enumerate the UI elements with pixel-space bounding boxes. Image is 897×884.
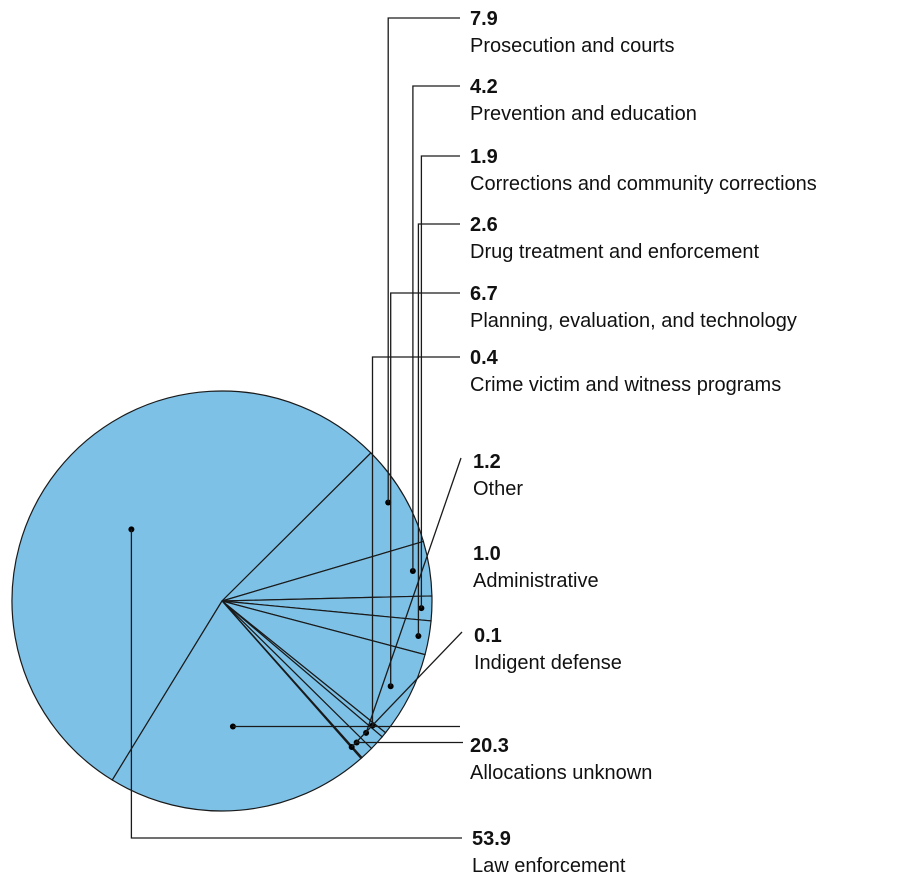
value-label-crime-victim-and-witness-programs: 0.4 <box>470 347 499 369</box>
pie-slices <box>11 390 433 812</box>
category-label-administrative: Administrative <box>473 570 599 592</box>
value-label-prevention-and-education: 4.2 <box>470 76 498 98</box>
value-label-planning-evaluation-and-technology: 6.7 <box>470 283 498 305</box>
leader-line-indigent-defense <box>351 631 463 748</box>
leader-line-drug-treatment-and-enforcement <box>417 223 460 637</box>
category-label-indigent-defense: Indigent defense <box>474 652 622 674</box>
value-label-allocations-unknown: 20.3 <box>470 735 509 757</box>
leader-line-crime-victim-and-witness-programs <box>371 356 460 726</box>
slice-law-enforcement <box>11 390 372 781</box>
category-label-allocations-unknown: Allocations unknown <box>470 762 652 784</box>
category-label-prosecution-and-courts: Prosecution and courts <box>470 35 675 57</box>
leader-line-prosecution-and-courts <box>387 17 460 503</box>
value-label-corrections-and-community-corrections: 1.9 <box>470 146 498 168</box>
value-label-law-enforcement: 53.9 <box>472 828 511 850</box>
value-label-indigent-defense: 0.1 <box>474 625 502 647</box>
leader-dot-prevention-and-education <box>409 568 416 575</box>
value-label-administrative: 1.0 <box>473 543 501 565</box>
slice-allocations-unknown <box>111 599 362 812</box>
slice-labels: 53.9 Law enforcement 7.9 Prosecution and co… <box>470 8 817 877</box>
value-label-prosecution-and-courts: 7.9 <box>470 8 498 30</box>
leader-line-planning-evaluation-and-technology <box>390 292 460 687</box>
leader-line-law-enforcement <box>130 529 462 839</box>
value-label-other: 1.2 <box>473 451 501 473</box>
leader-dot-law-enforcement <box>128 526 135 533</box>
leader-line-prevention-and-education <box>412 85 460 571</box>
leader-line-other <box>365 457 462 734</box>
category-label-planning-evaluation-and-technology: Planning, evaluation, and technology <box>470 310 797 332</box>
category-label-crime-victim-and-witness-programs: Crime victim and witness programs <box>470 374 781 396</box>
category-label-drug-treatment-and-enforcement: Drug treatment and enforcement <box>470 241 759 263</box>
value-label-drug-treatment-and-enforcement: 2.6 <box>470 214 498 236</box>
category-label-prevention-and-education: Prevention and education <box>470 103 697 125</box>
leader-line-corrections-and-community-corrections <box>420 155 460 609</box>
category-label-corrections-and-community-corrections: Corrections and community corrections <box>470 173 817 195</box>
category-label-law-enforcement: Law enforcement <box>472 855 626 877</box>
leader-lines <box>128 17 463 839</box>
category-label-other: Other <box>473 478 523 500</box>
